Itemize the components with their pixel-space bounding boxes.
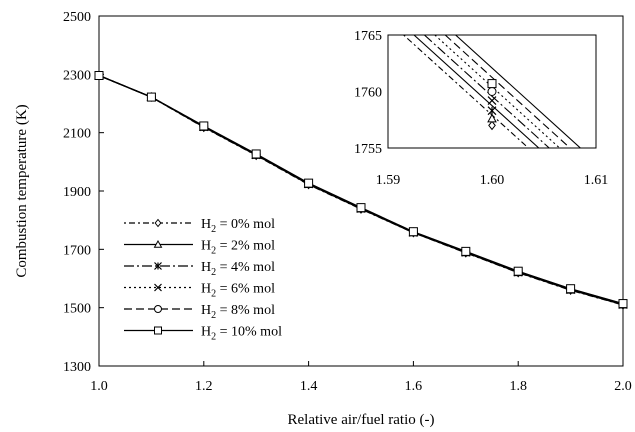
inset-axes: 1755 1760 1765 1.59 1.60 1.61 (354, 29, 608, 188)
x-tick-label: 1.2 (195, 379, 213, 394)
legend-marker-3 (154, 283, 162, 292)
inset-series (403, 35, 581, 148)
legend-label-1: H2 = 2% mol (201, 239, 275, 257)
inset-marker-5 (487, 79, 497, 89)
inset-clip-group (403, 35, 581, 148)
series-5-point (461, 246, 471, 256)
y-tick-label: 2300 (63, 68, 91, 83)
y-tick-label: 1300 (63, 360, 91, 375)
inset-marker-1 (487, 113, 497, 123)
inset-y-tick-label: 1755 (354, 142, 382, 157)
series-5-point (251, 149, 261, 159)
series-5-point (618, 299, 628, 309)
inset-x-tick-label: 1.60 (480, 173, 505, 188)
legend-label-5: H2 = 10% mol (201, 325, 282, 343)
series-5-point (408, 227, 418, 237)
inset-y-tick-label: 1760 (354, 86, 382, 101)
inset-x-tick-label: 1.59 (376, 173, 401, 188)
y-tick-label: 1700 (63, 243, 91, 258)
inset-line-2 (424, 35, 550, 148)
y-tick-label: 2500 (63, 10, 91, 25)
legend-label-4: H2 = 8% mol (201, 303, 275, 321)
legend-label-3: H2 = 6% mol (201, 282, 275, 300)
inset-marker-2 (487, 106, 497, 116)
main-axes: 1300 1500 1700 1900 2100 2300 2500 1.0 1.2 1.4 1.6… (63, 10, 632, 394)
series-5-point (356, 203, 366, 213)
inset-line-1 (413, 35, 540, 148)
x-tick-label: 1.8 (509, 379, 527, 394)
x-axis-label: Relative air/fuel ratio (-) (287, 412, 434, 428)
series-5-point (146, 92, 156, 102)
inset-marker-0 (488, 120, 496, 131)
inset-marker-3 (487, 96, 497, 105)
x-tick-label: 2.0 (614, 379, 632, 394)
series-5-point (199, 121, 209, 131)
legend-marker-4 (154, 305, 162, 313)
x-tick-label: 1.4 (300, 379, 318, 394)
y-tick-label: 2100 (63, 127, 91, 142)
inset-line-4 (444, 35, 571, 148)
inset-marker-4 (487, 87, 497, 96)
inset-line-5 (455, 35, 581, 148)
inset-line-0 (403, 35, 529, 148)
series-5-point (304, 178, 314, 188)
series-5-point (566, 284, 576, 294)
inset-y-tick-label: 1765 (354, 29, 382, 44)
y-tick-label: 1900 (63, 185, 91, 200)
y-tick-label: 1500 (63, 302, 91, 317)
y-axis-label: Combustion temperature (K) (14, 104, 30, 277)
x-tick-label: 1.0 (90, 379, 108, 394)
legend-marker-1 (153, 239, 163, 248)
x-tick-label: 1.6 (405, 379, 423, 394)
legend-marker-5 (154, 326, 162, 335)
main-series-markers (94, 70, 628, 310)
legend-label-2: H2 = 4% mol (201, 260, 275, 278)
inset-x-tick-label: 1.61 (584, 173, 609, 188)
series-5-point (94, 71, 104, 80)
legend-label-0: H2 = 0% mol (201, 217, 275, 235)
legend-marker-2 (154, 262, 162, 270)
legend-marker-0 (154, 218, 162, 228)
inset-line-3 (434, 35, 560, 148)
legend: H2 = 0% mol H2 = 2% mol H2 = 4% mol H2 = 6%… (124, 217, 282, 343)
series-5-point (513, 266, 523, 276)
